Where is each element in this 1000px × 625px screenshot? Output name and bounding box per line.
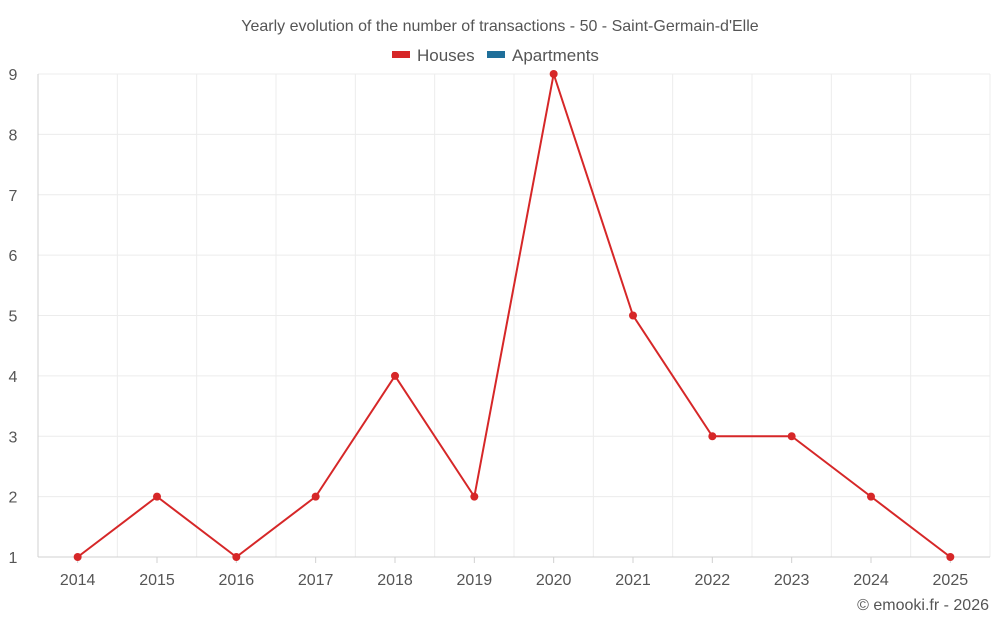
data-point-houses-2024[interactable] [867,492,875,501]
data-point-houses-2021[interactable] [629,311,637,320]
x-tick-label: 2023 [774,572,810,589]
series-line-houses [77,73,951,558]
y-tick-label: 6 [9,248,18,265]
x-tick-label: 2022 [695,572,731,589]
data-point-houses-2015[interactable] [153,492,161,501]
y-tick-label: 4 [9,369,18,386]
data-point-houses-2025[interactable] [946,553,955,561]
chart-title: Yearly evolution of the number of transa… [241,18,758,35]
y-tick-label: 7 [9,188,18,205]
legend: Houses Apartments [392,46,599,65]
legend-label-apartments: Apartments [512,46,599,65]
x-tick-label: 2021 [615,572,651,589]
data-point-houses-2017[interactable] [311,492,320,501]
legend-item-apartments[interactable]: Apartments [487,46,599,65]
y-tick-label: 2 [9,490,18,507]
credit-text: © emooki.fr - 2026 [857,597,989,614]
y-tick-label: 9 [9,67,18,84]
x-tick-label: 2020 [536,572,572,589]
axes: 1 2 3 4 5 6 7 8 9 2014 2015 2016 2017 2018 2019 2020 202… [9,67,990,589]
legend-item-houses[interactable]: Houses [392,46,475,65]
data-point-houses-2018[interactable] [391,371,399,380]
data-point-houses-2019[interactable] [470,492,479,501]
data-point-houses-2014[interactable] [73,553,82,561]
legend-swatch-apartments [487,51,505,58]
y-tick-label: 5 [9,309,18,326]
x-tick-label: 2017 [298,572,334,589]
x-tick-label: 2015 [139,572,175,589]
x-tick-label: 2018 [377,572,413,589]
data-point-houses-2023[interactable] [787,432,796,441]
legend-swatch-houses [392,51,410,58]
x-tick-label: 2025 [933,572,969,589]
y-tick-label: 8 [9,127,18,144]
y-tick-label: 3 [9,429,18,446]
series-layer [73,70,955,561]
data-point-houses-2022[interactable] [708,432,717,441]
grid [37,73,991,557]
x-tick-label: 2024 [853,572,889,589]
x-tick-label: 2014 [60,572,96,589]
x-tick-label: 2019 [457,572,493,589]
y-tick-label: 1 [9,550,18,567]
x-tick-label: 2016 [219,572,255,589]
legend-label-houses: Houses [417,46,475,65]
data-point-houses-2016[interactable] [232,553,241,561]
data-point-houses-2020[interactable] [549,70,558,78]
